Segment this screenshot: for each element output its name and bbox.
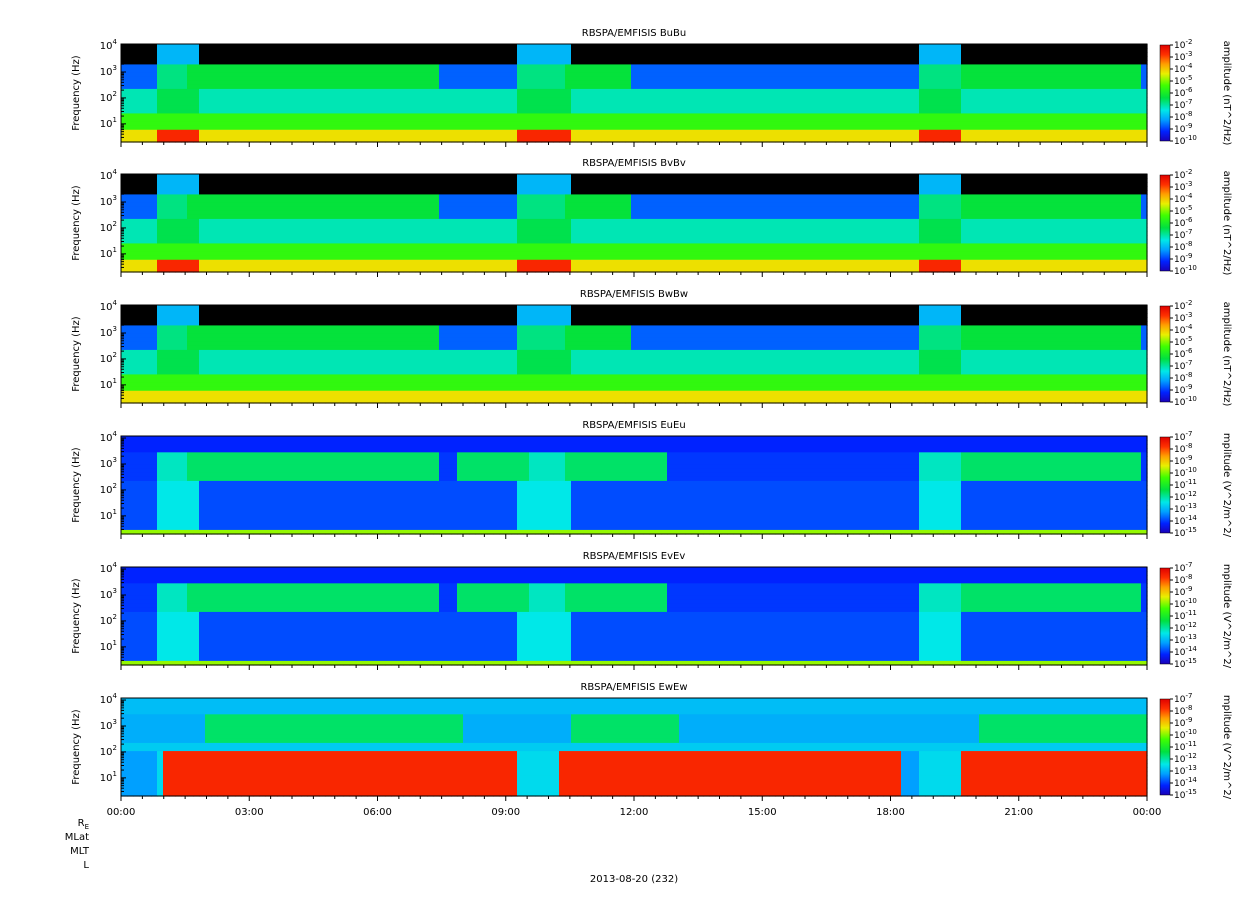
y-tick-label: 104 xyxy=(100,430,118,444)
colorbar-label: amplitude (nT^2/Hz) xyxy=(1221,171,1232,276)
x-tick-label: 18:00 xyxy=(876,807,905,818)
x-tick-label: 12:00 xyxy=(620,807,649,818)
y-tick-label: 104 xyxy=(100,168,118,182)
colorbar-label: amplitude (nT^2/Hz) xyxy=(1221,41,1232,146)
panel-title: RBSPA/EMFISIS EwEw xyxy=(580,682,687,693)
y-tick-label: 101 xyxy=(100,377,117,391)
y-axis-label: Frequency (Hz) xyxy=(71,55,82,131)
y-axis-label: Frequency (Hz) xyxy=(71,447,82,523)
date-label: 2013-08-20 (232) xyxy=(0,874,1248,885)
y-tick-label: 102 xyxy=(100,220,117,234)
y-axis-label: Frequency (Hz) xyxy=(71,578,82,654)
panel-title: RBSPA/EMFISIS BwBw xyxy=(580,289,688,300)
y-tick-label: 104 xyxy=(100,38,118,52)
x-tick-label: 09:00 xyxy=(491,807,520,818)
y-axis-label: Frequency (Hz) xyxy=(71,185,82,261)
y-axis-label: Frequency (Hz) xyxy=(71,316,82,392)
ephemeris-label: L xyxy=(83,860,89,871)
y-tick-label: 103 xyxy=(100,587,117,601)
y-tick-label: 104 xyxy=(100,692,118,706)
y-tick-label: 103 xyxy=(100,64,117,78)
spectrogram-image xyxy=(121,436,1148,535)
y-tick-label: 104 xyxy=(100,299,118,313)
y-tick-label: 103 xyxy=(100,456,117,470)
spectrogram-image xyxy=(121,305,1148,404)
x-tick-label: 00:00 xyxy=(107,807,136,818)
y-tick-label: 101 xyxy=(100,770,117,784)
colorbar-tick-label: 10-10 xyxy=(1174,264,1197,277)
colorbar xyxy=(1160,699,1170,795)
y-tick-label: 102 xyxy=(100,351,117,365)
colorbar-label: mplitude (V^2/m^2/ xyxy=(1221,433,1232,538)
y-tick-label: 103 xyxy=(100,194,117,208)
spectrogram-image xyxy=(121,567,1148,666)
y-axis-label: Frequency (Hz) xyxy=(71,709,82,785)
spectrogram-image xyxy=(121,44,1148,143)
y-tick-label: 101 xyxy=(100,508,117,522)
colorbar xyxy=(1160,568,1170,664)
y-tick-label: 101 xyxy=(100,116,117,130)
ephemeris-label: MLT xyxy=(70,846,89,857)
colorbar-tick-label: 10-15 xyxy=(1174,788,1197,801)
spectrogram-image xyxy=(121,698,1148,797)
colorbar-label: amplitude (nT^2/Hz) xyxy=(1221,302,1232,407)
x-tick-label: 00:00 xyxy=(1133,807,1162,818)
panel-title: RBSPA/EMFISIS BvBv xyxy=(582,158,686,169)
ephemeris-label: RE xyxy=(78,818,89,831)
x-tick-label: 03:00 xyxy=(235,807,264,818)
y-tick-label: 102 xyxy=(100,482,117,496)
x-tick-label: 21:00 xyxy=(1004,807,1033,818)
colorbar-tick-label: 10-10 xyxy=(1174,134,1197,147)
panel-title: RBSPA/EMFISIS EuEu xyxy=(582,420,685,431)
panel-title: RBSPA/EMFISIS BuBu xyxy=(582,28,686,39)
panel-title: RBSPA/EMFISIS EvEv xyxy=(583,551,686,562)
y-tick-label: 104 xyxy=(100,561,118,575)
colorbar xyxy=(1160,175,1170,271)
colorbar-tick-label: 10-15 xyxy=(1174,526,1197,539)
spectrogram-image xyxy=(121,174,1148,273)
y-tick-label: 102 xyxy=(100,613,117,627)
y-tick-label: 103 xyxy=(100,718,117,732)
colorbar xyxy=(1160,45,1170,141)
y-tick-label: 103 xyxy=(100,325,117,339)
colorbar xyxy=(1160,306,1170,402)
y-tick-label: 102 xyxy=(100,744,117,758)
colorbar-label: mplitude (V^2/m^2/ xyxy=(1221,695,1232,800)
x-tick-label: 06:00 xyxy=(363,807,392,818)
x-tick-label: 15:00 xyxy=(748,807,777,818)
colorbar-tick-label: 10-10 xyxy=(1174,395,1197,408)
y-tick-label: 101 xyxy=(100,246,117,260)
ephemeris-label: MLat xyxy=(65,832,89,843)
colorbar xyxy=(1160,437,1170,533)
y-tick-label: 101 xyxy=(100,639,117,653)
colorbar-tick-label: 10-15 xyxy=(1174,657,1197,670)
y-tick-label: 102 xyxy=(100,90,117,104)
colorbar-label: mplitude (V^2/m^2/ xyxy=(1221,564,1232,669)
